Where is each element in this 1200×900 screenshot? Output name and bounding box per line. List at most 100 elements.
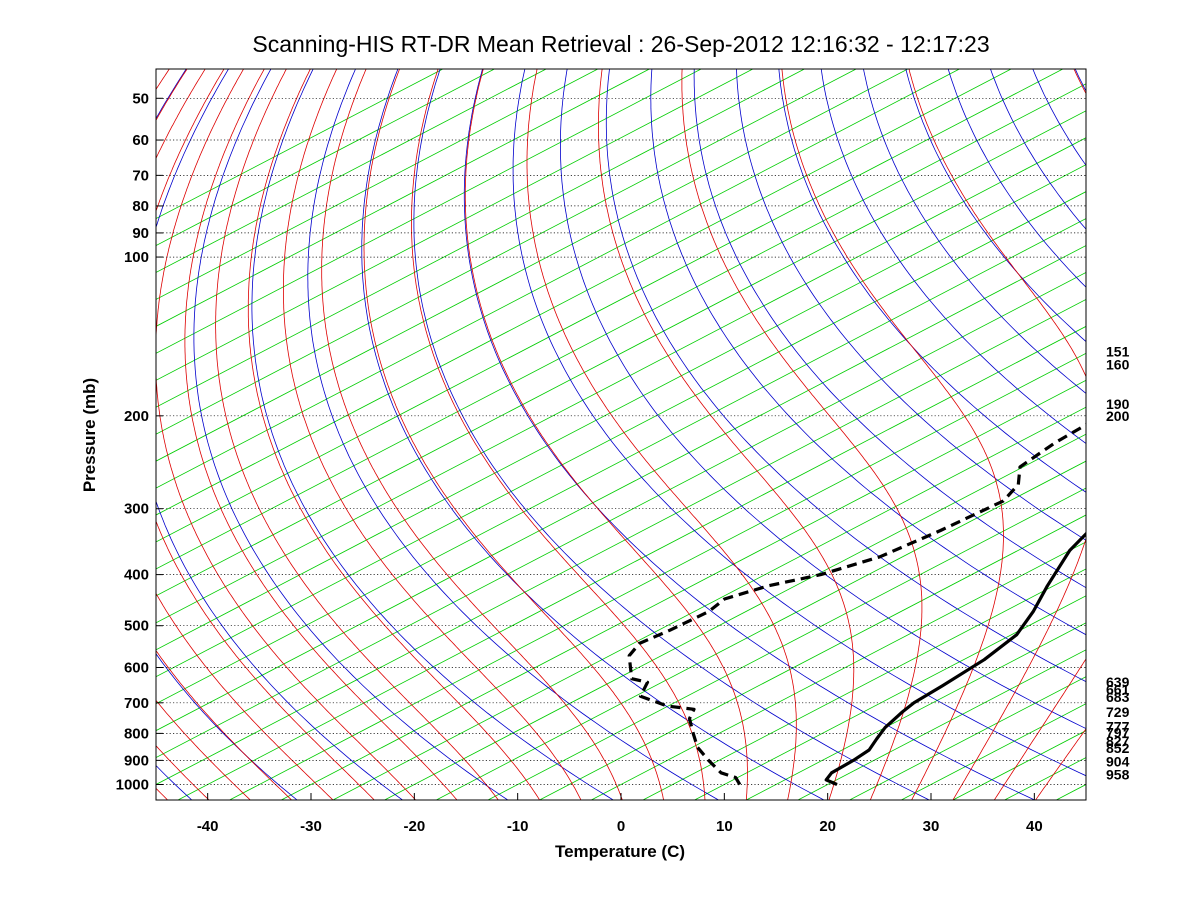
isotherm-line	[156, 69, 805, 408]
isotherm-line	[156, 69, 443, 220]
dry-adiabat-line	[413, 69, 930, 800]
moist-adiabat-line	[993, 69, 1086, 800]
dry-adiabat-line	[251, 69, 614, 800]
right-axis-label: 958	[1106, 767, 1130, 783]
dewpoint-profile-line	[627, 422, 1086, 786]
dry-adiabat-line	[512, 69, 1086, 777]
y-tick-label: 900	[124, 752, 149, 769]
isotherm-line	[156, 110, 1086, 597]
dry-adiabat-line	[193, 69, 509, 800]
dry-adiabat-line	[0, 69, 59, 800]
dry-adiabat-line	[863, 69, 1086, 394]
isotherm-line	[156, 69, 908, 462]
moist-adiabat-line	[215, 69, 499, 800]
moist-adiabat-line	[156, 69, 292, 800]
x-tick-label: 20	[819, 818, 836, 835]
right-axis-label: 190	[1106, 396, 1130, 412]
y-tick-label: 300	[124, 501, 149, 518]
isotherm-line	[1160, 69, 1200, 800]
y-tick-label: 600	[124, 659, 149, 676]
isotherm-line	[332, 406, 1086, 800]
moist-adiabat-line	[598, 69, 855, 800]
dry-adiabat-line	[156, 69, 403, 800]
dry-adiabat-line	[947, 69, 1086, 288]
moist-adiabat-line	[156, 69, 375, 800]
dry-adiabat-line	[778, 69, 1086, 493]
isotherm-line	[156, 69, 702, 354]
isotherm-line	[156, 69, 960, 489]
y-tick-label: 400	[124, 567, 149, 584]
x-axis: -40 -30 -20 -10 0 10 20 30 40	[197, 793, 1043, 835]
isotherm-line	[156, 218, 1086, 705]
moist-adiabat-line	[283, 69, 582, 800]
dry-adiabat-line	[1074, 69, 1086, 92]
right-axis-label: 904	[1106, 753, 1130, 769]
isotherm-line	[591, 541, 1086, 800]
right-axis-label: 729	[1106, 704, 1130, 720]
dry-adiabat-line	[0, 69, 17, 800]
moist-adiabat-line	[526, 69, 797, 800]
isotherm-line	[849, 676, 1086, 800]
y-tick-label: 800	[124, 725, 149, 742]
dry-adiabat-line	[905, 69, 1086, 343]
right-axis-label: 151	[1106, 344, 1130, 360]
right-axis-label: 683	[1106, 689, 1130, 705]
x-tick-label: -20	[403, 818, 425, 835]
right-axis-label: 160	[1106, 357, 1130, 373]
y-tick-label: 500	[124, 618, 149, 635]
moist-adiabat-line	[0, 69, 126, 800]
chart-title: Scanning-HIS RT-DR Mean Retrieval : 26-S…	[252, 31, 989, 57]
moist-adiabat-line	[411, 69, 706, 800]
dry-adiabat-line	[1160, 69, 1200, 800]
dry-adiabat-line	[650, 69, 1086, 636]
isotherm-line	[539, 514, 1086, 800]
x-tick-label: 40	[1026, 818, 1043, 835]
right-axis-label: 852	[1106, 740, 1130, 756]
y-tick-label: 1000	[116, 777, 149, 794]
dry-adiabat-line	[693, 69, 1086, 589]
isotherm-line	[694, 595, 1086, 800]
isotherm-line	[746, 622, 1086, 800]
isotherm-line	[281, 379, 1086, 800]
isotherm-line	[177, 325, 1086, 800]
dry-adiabat-line	[307, 69, 719, 800]
isotherm-line	[797, 649, 1086, 800]
isotherm-line	[156, 83, 1086, 570]
moist-adiabat-line	[781, 69, 1004, 800]
dry-adiabat-line	[156, 69, 298, 800]
right-axis-label: 661	[1106, 682, 1130, 698]
isotherm-line	[156, 69, 650, 327]
dry-adiabat-line	[1118, 69, 1200, 800]
x-tick-label: 30	[923, 818, 940, 835]
isotherm-line	[156, 298, 1086, 785]
dry-adiabat-line	[560, 69, 1086, 730]
moist-adiabat-line	[321, 69, 623, 800]
dry-adiabat-line	[463, 69, 1035, 800]
y-tick-label: 200	[124, 408, 149, 425]
background-lines	[0, 69, 1200, 800]
isotherm-line	[642, 568, 1086, 800]
sounding-series	[627, 422, 1086, 786]
moist-adiabat-line	[464, 69, 748, 800]
isotherm-line	[156, 191, 1086, 678]
moist-adiabat-line	[363, 69, 664, 800]
isotherm-line	[436, 460, 1086, 800]
moist-adiabat-line	[681, 69, 923, 800]
x-axis-label: Temperature (C)	[555, 842, 685, 861]
y-tick-label: 60	[132, 132, 149, 149]
x-tick-label: 10	[716, 818, 733, 835]
y-tick-label: 100	[124, 249, 149, 266]
moist-adiabat-line	[247, 69, 540, 800]
moist-adiabat-line	[184, 69, 458, 800]
y-tick-label: 70	[132, 167, 149, 184]
isotherm-line	[156, 69, 547, 273]
y-tick-label: 90	[132, 225, 149, 242]
x-tick-label: -30	[300, 818, 322, 835]
isotherm-line	[156, 69, 1063, 543]
x-tick-label: -10	[507, 818, 529, 835]
isotherm-line	[156, 69, 598, 300]
y-axis: 50 60 70 80 90 100 200 300 400 500 600 700 800 900 100…	[116, 90, 163, 794]
dry-adiabat-line	[361, 69, 825, 800]
isotherm-line	[156, 69, 753, 381]
